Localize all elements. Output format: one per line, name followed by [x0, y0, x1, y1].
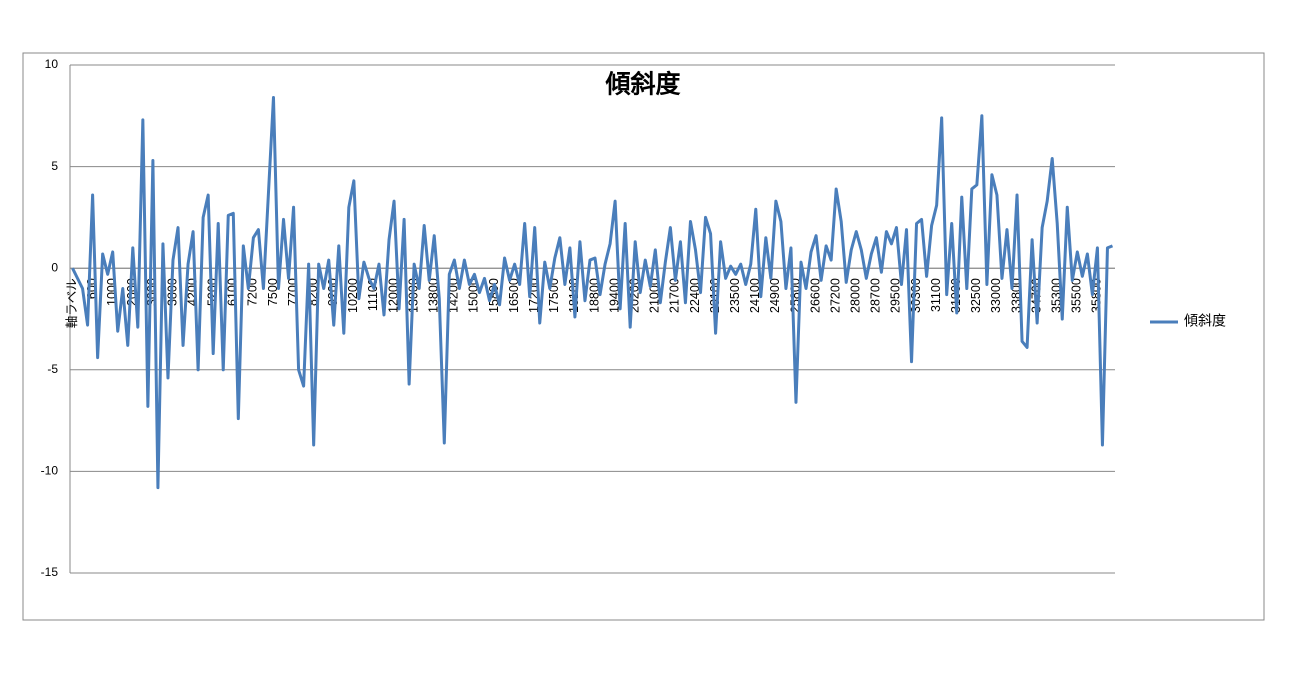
y-tick-label: 0 — [51, 260, 58, 274]
x-tick-label: 21700 — [668, 278, 682, 313]
y-tick-label: -10 — [41, 464, 59, 478]
x-tick-label: 29500 — [889, 278, 903, 313]
legend-label: 傾斜度 — [1184, 313, 1226, 329]
x-tick-label: 16500 — [507, 278, 521, 313]
y-tick-label: 5 — [51, 159, 58, 173]
y-tick-label: -15 — [41, 565, 59, 579]
x-tick-label: 33000 — [989, 278, 1003, 313]
x-tick-label: 軸ラベル — [65, 278, 79, 328]
x-tick-label: 6100 — [226, 278, 240, 306]
y-tick-label: -5 — [47, 362, 58, 376]
data-line — [71, 96, 1114, 490]
x-tick-label: 24900 — [768, 278, 782, 313]
x-tick-label: 23500 — [728, 278, 742, 313]
x-tick-label: 31100 — [929, 278, 943, 312]
y-tick-label: 10 — [45, 57, 59, 71]
x-tick-label: 24100 — [748, 278, 762, 313]
x-tick-label: 32500 — [969, 278, 983, 313]
x-tick-label: 10200 — [346, 278, 360, 313]
chart-border — [22, 52, 1265, 621]
chart-title: 傾斜度 — [604, 70, 680, 99]
x-tick-label: 35500 — [1070, 278, 1084, 313]
x-tick-label: 26600 — [808, 278, 822, 313]
x-tick-label: 22400 — [688, 278, 702, 313]
x-tick-label: 15800 — [487, 278, 501, 313]
x-tick-label: 28000 — [849, 278, 863, 313]
x-tick-label: 27200 — [828, 278, 842, 313]
x-tick-label: 11100 — [366, 278, 380, 311]
x-tick-label: 28700 — [869, 278, 883, 313]
x-tick-label: 7500 — [266, 278, 280, 306]
